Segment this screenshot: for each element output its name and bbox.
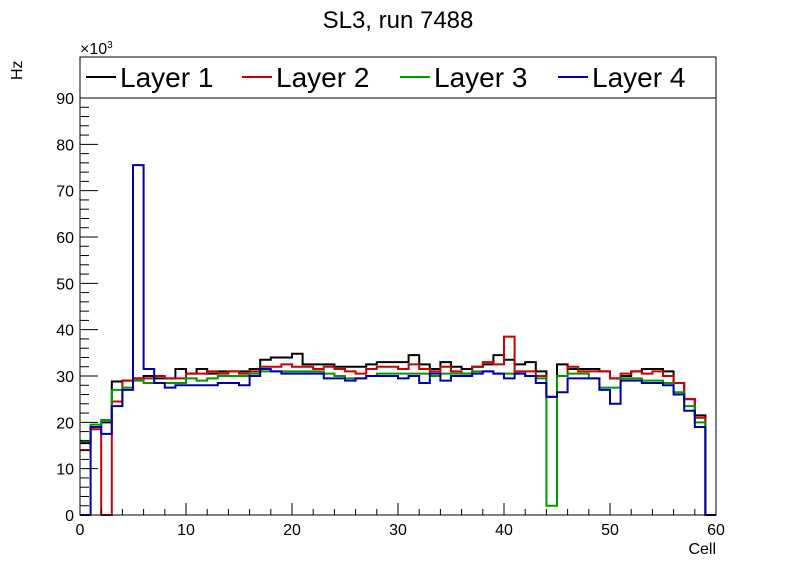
legend-label-3: Layer 3	[434, 62, 527, 93]
y-axis-multiplier-base: ×10	[80, 41, 107, 58]
x-tick-label: 30	[389, 522, 407, 539]
x-tick-label: 0	[76, 522, 85, 539]
y-axis-title: Hz	[9, 60, 26, 80]
x-tick-label: 40	[495, 522, 513, 539]
y-tick-label: 70	[56, 184, 74, 201]
y-tick-label: 60	[56, 230, 74, 247]
y-tick-label: 40	[56, 323, 74, 340]
y-axis-multiplier-exponent: 3	[107, 40, 113, 51]
y-tick-label: 20	[56, 415, 74, 432]
y-axis-multiplier: ×103	[80, 40, 113, 58]
chart-title: SL3, run 7488	[323, 7, 474, 34]
y-tick-label: 90	[56, 91, 74, 108]
x-tick-label: 60	[707, 522, 725, 539]
y-tick-label: 0	[65, 508, 74, 525]
x-tick-label: 10	[177, 522, 195, 539]
legend-box	[79, 56, 717, 99]
y-tick-label: 50	[56, 276, 74, 293]
legend-label-2: Layer 2	[276, 62, 369, 93]
y-tick-label: 30	[56, 369, 74, 386]
x-tick-label: 50	[601, 522, 619, 539]
series-2-line	[80, 335, 716, 516]
legend: Layer 1 Layer 2 Layer 3 Layer 4	[79, 56, 717, 99]
series-group	[80, 164, 716, 516]
y-tick-label: 10	[56, 462, 74, 479]
legend-label-4: Layer 4	[592, 62, 685, 93]
legend-label-1: Layer 1	[120, 62, 213, 93]
x-axis-title: Cell	[688, 541, 716, 558]
x-tick-label: 20	[283, 522, 301, 539]
y-tick-label: 80	[56, 137, 74, 154]
series-4-line	[80, 164, 716, 516]
